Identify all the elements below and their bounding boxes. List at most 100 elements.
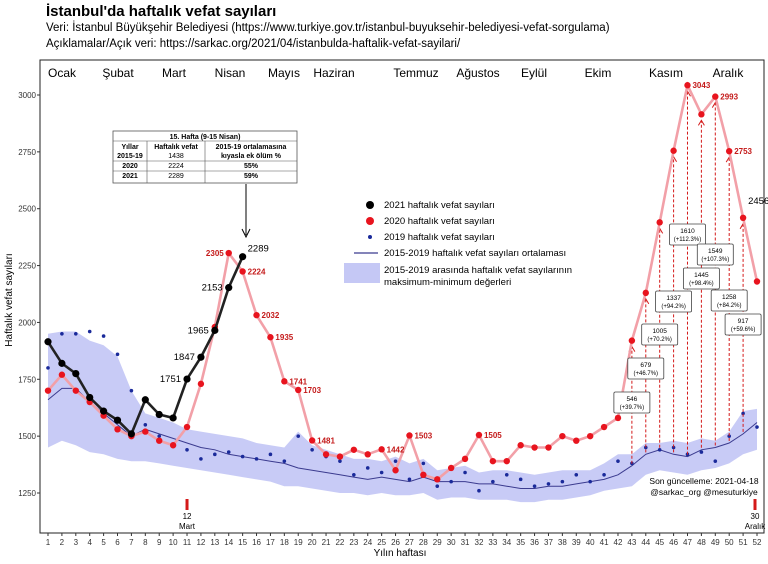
- point-2019: [588, 479, 592, 484]
- point-2020: [670, 147, 677, 154]
- label-2021: 1965: [188, 325, 209, 336]
- excess-box-percent: (+59.6%): [731, 327, 756, 333]
- point-2019: [338, 459, 342, 463]
- month-label: Haziran: [313, 66, 354, 80]
- point-2020: [197, 380, 205, 388]
- point-2020: [698, 111, 705, 118]
- date-marker-month: Aralık: [745, 522, 766, 531]
- table-header: 2015-19 ortalamasına: [216, 144, 287, 151]
- point-2020: [545, 444, 552, 451]
- point-2020: [406, 432, 413, 439]
- excess-box: 1445 (+98.4%): [682, 267, 720, 290]
- label-2021: 2289: [248, 244, 269, 255]
- x-tick-label: 22: [335, 538, 344, 547]
- excess-box-value: 1610: [680, 228, 695, 235]
- label-2020: 1442: [387, 445, 405, 454]
- x-tick-label: 39: [572, 538, 581, 547]
- point-2019: [435, 484, 440, 488]
- point-2020: [378, 446, 385, 453]
- label-2020: 2032: [262, 311, 280, 320]
- point-2019: [268, 452, 273, 457]
- point-2020: [156, 437, 163, 444]
- label-2020: 2224: [248, 267, 266, 276]
- point-2019: [699, 450, 704, 454]
- x-tick-label: 40: [586, 538, 595, 547]
- minmax-band: [48, 331, 757, 503]
- point-2021: [44, 338, 52, 346]
- point-2021: [141, 396, 149, 404]
- table-cell: 1438: [168, 153, 184, 160]
- point-2019: [365, 466, 370, 470]
- point-2020: [753, 278, 761, 285]
- x-tick-label: 9: [157, 538, 162, 547]
- x-tick-label: 6: [115, 538, 120, 547]
- average-line: [47, 387, 758, 489]
- point-2020: [142, 428, 149, 435]
- point-2020: [434, 476, 441, 483]
- point-2020: [114, 426, 121, 433]
- footnote-authors: @sarkac_org @mesuturkiye: [650, 487, 758, 497]
- point-2019: [477, 488, 481, 493]
- x-tick-label: 36: [530, 538, 539, 547]
- point-2019: [240, 454, 245, 459]
- label-end-2456: 2456: [748, 196, 768, 207]
- excess-box-value: 1337: [666, 295, 681, 302]
- label-2020: 2993: [720, 93, 738, 102]
- point-2020: [725, 147, 733, 155]
- point-2019: [379, 470, 384, 475]
- point-2019: [532, 484, 537, 488]
- point-2019: [504, 473, 509, 477]
- x-tick-label: 42: [614, 538, 623, 547]
- point-2020: [225, 249, 232, 257]
- point-2020: [628, 337, 636, 344]
- x-tick-label: 50: [725, 538, 734, 547]
- excess-box-frame: [613, 391, 651, 414]
- point-2019: [602, 473, 606, 477]
- x-tick-label: 16: [252, 538, 261, 547]
- excess-arrowhead: [697, 119, 705, 126]
- y-tick-label: 1250: [18, 489, 36, 498]
- point-2020: [364, 451, 371, 458]
- point-2020: [183, 423, 191, 431]
- excess-box-frame: [669, 223, 706, 246]
- excess-box-percent: (+39.7%): [620, 405, 645, 411]
- month-label: Ağustos: [456, 66, 499, 80]
- excess-box-value: 1549: [708, 248, 723, 255]
- month-label: Temmuz: [393, 66, 438, 80]
- table-cell: 2015-19: [117, 153, 143, 160]
- table-cell: 59%: [244, 173, 259, 180]
- x-tick-label: 10: [169, 538, 178, 547]
- month-label: Nisan: [215, 66, 246, 80]
- point-2019: [393, 459, 398, 463]
- excess-box-percent: (+98.4%): [689, 281, 714, 287]
- x-tick-label: 8: [143, 538, 148, 547]
- month-label: Eylül: [521, 66, 547, 80]
- x-tick-label: 49: [711, 538, 720, 547]
- excess-box-value: 917: [738, 318, 749, 325]
- point-2021: [211, 326, 219, 334]
- excess-box-value: 679: [640, 362, 651, 369]
- point-2021: [86, 393, 94, 402]
- point-2021: [58, 359, 66, 367]
- x-tick-label: 18: [280, 538, 289, 547]
- legend-label-avg: 2015-2019 haftalık vefat sayıları ortala…: [384, 248, 566, 259]
- x-tick-label: 1: [46, 538, 51, 547]
- table-header: kıyasla ek ölüm %: [221, 153, 282, 160]
- table-header: Haftalık vefat: [154, 144, 198, 151]
- point-2020: [336, 453, 344, 460]
- point-2019: [157, 434, 162, 438]
- x-tick-label: 19: [294, 538, 303, 547]
- point-2020: [72, 387, 80, 394]
- table-cell: 2224: [168, 163, 184, 170]
- x-tick-label: 31: [461, 538, 470, 547]
- point-2019: [46, 366, 50, 370]
- x-tick-label: 27: [405, 538, 414, 547]
- chart-notes-line: Açıklamalar/Açık veri: https://sarkac.or…: [46, 38, 461, 50]
- excess-box-value: 546: [626, 396, 637, 403]
- x-tick-label: 11: [183, 538, 192, 547]
- point-2021: [197, 353, 205, 361]
- point-2019: [60, 332, 64, 336]
- date-marker-month: Mart: [179, 522, 196, 531]
- excess-box: 917 (+59.6%): [724, 313, 762, 336]
- point-2020: [642, 289, 649, 297]
